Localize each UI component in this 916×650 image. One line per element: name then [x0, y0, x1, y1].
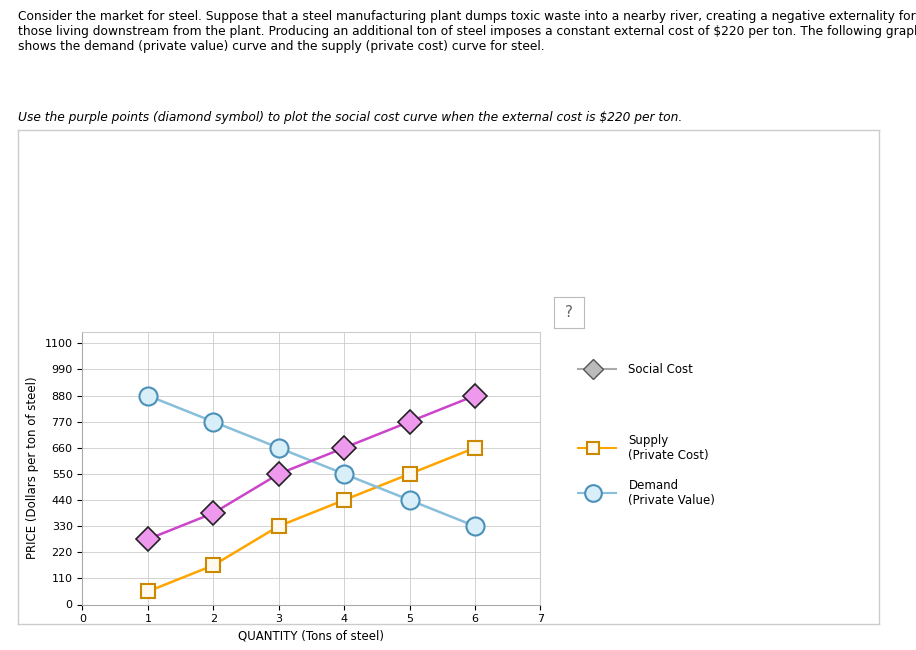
X-axis label: QUANTITY (Tons of steel): QUANTITY (Tons of steel)	[238, 630, 385, 643]
Text: Demand
(Private Value): Demand (Private Value)	[628, 479, 715, 507]
Text: Use the purple points (diamond symbol) to plot the social cost curve when the ex: Use the purple points (diamond symbol) t…	[18, 111, 682, 124]
Y-axis label: PRICE (Dollars per ton of steel): PRICE (Dollars per ton of steel)	[27, 377, 39, 559]
Text: Consider the market for steel. Suppose that a steel manufacturing plant dumps to: Consider the market for steel. Suppose t…	[18, 10, 916, 53]
Text: ?: ?	[565, 305, 573, 320]
Text: Supply
(Private Cost): Supply (Private Cost)	[628, 434, 709, 461]
Text: Social Cost: Social Cost	[628, 363, 693, 376]
